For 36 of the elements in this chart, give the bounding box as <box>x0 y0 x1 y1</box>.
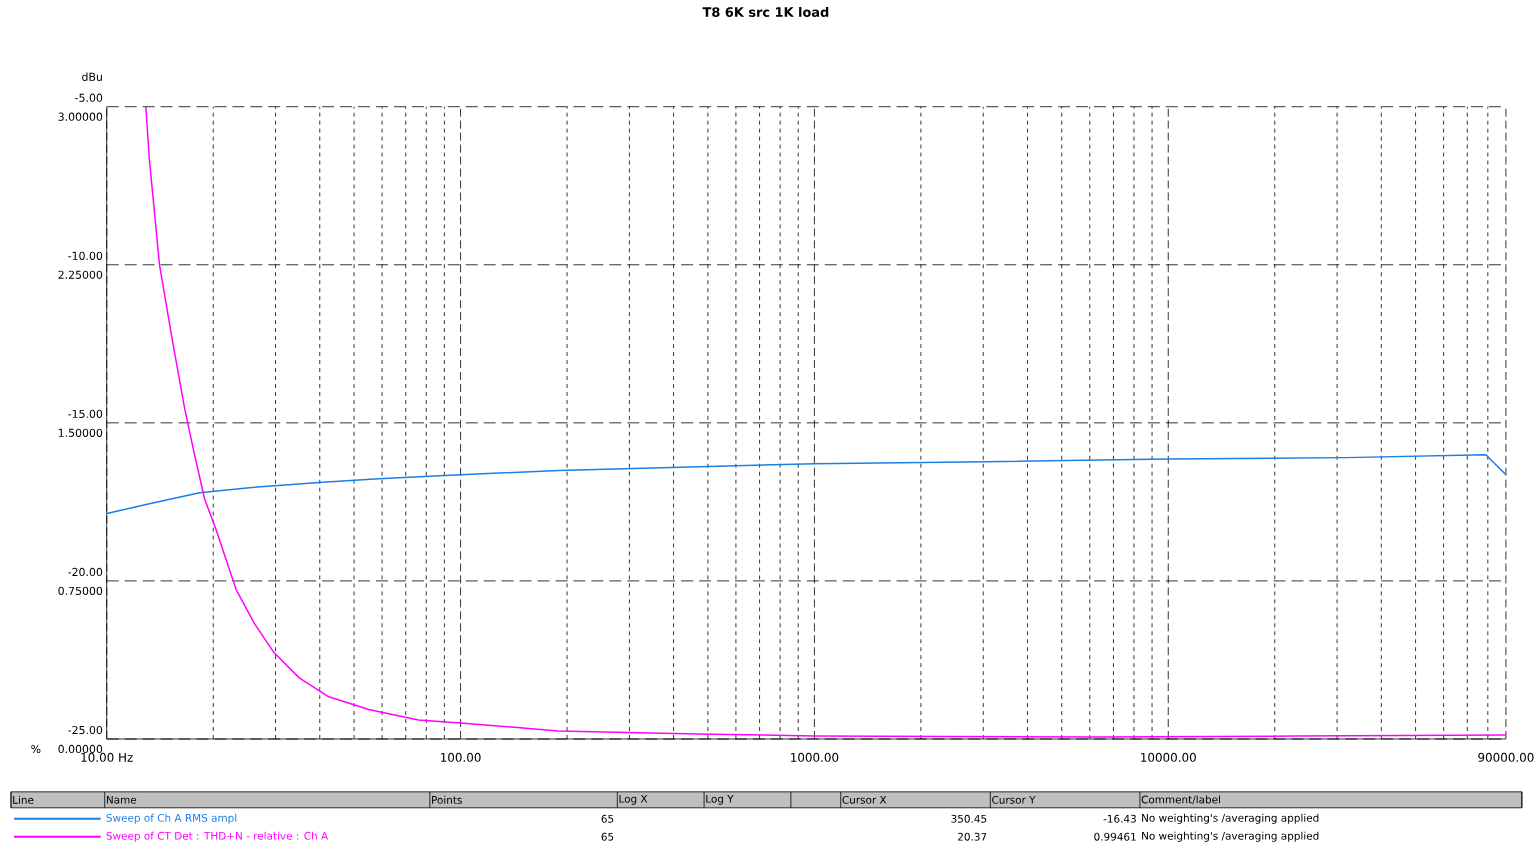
y2-tick-label: 3.00000 <box>58 112 103 121</box>
text: Log Y <box>706 795 734 805</box>
text: Name <box>106 796 137 804</box>
y-tick-label: -15.00 <box>68 409 103 419</box>
y-tick-label: -25.00 <box>68 726 103 735</box>
text: 0.99461 <box>1094 832 1136 841</box>
text: 20.37 <box>958 832 987 841</box>
text: 350.45 <box>951 815 987 823</box>
y-tick-label: -20.00 <box>68 567 103 577</box>
y-axis-title: dBu <box>82 72 102 82</box>
text: Points <box>432 795 462 805</box>
x-tick-label: 10000.00 <box>1141 752 1196 762</box>
y2-axis-title: % <box>31 745 41 754</box>
text: Sweep of CT Det : THD+N - relative : Ch A <box>106 831 329 842</box>
text: No weighting's /averaging applied <box>1142 831 1319 842</box>
y2-tick-label: 0.00000 <box>58 745 103 754</box>
x-tick-label: 100.00 <box>441 752 481 762</box>
x-tick-label: 90000.00 <box>1478 752 1534 762</box>
y-tick-label: -5.00 <box>75 93 103 103</box>
chart-title: T8 6K src 1K load <box>702 7 829 18</box>
y2-tick-label: 0.75000 <box>58 586 103 596</box>
text: -16.43 <box>1103 815 1136 823</box>
text: No weighting's /averaging applied <box>1142 813 1319 824</box>
text: Sweep of Ch A RMS ampl <box>106 813 237 824</box>
text: Cursor X <box>842 796 887 804</box>
text: Line <box>13 795 34 805</box>
text: 65 <box>601 832 614 841</box>
y-tick-label: -10.00 <box>68 251 103 261</box>
y2-tick-label: 2.25000 <box>58 270 103 280</box>
y2-tick-label: 1.50000 <box>58 428 103 438</box>
text: 65 <box>601 815 614 823</box>
text: Log X <box>619 795 648 805</box>
x-tick-label: 1000.00 <box>791 752 839 762</box>
text: Comment/label <box>1141 795 1220 805</box>
x-tick-label: 10.00 Hz <box>81 752 133 762</box>
text: Cursor Y <box>992 796 1036 804</box>
